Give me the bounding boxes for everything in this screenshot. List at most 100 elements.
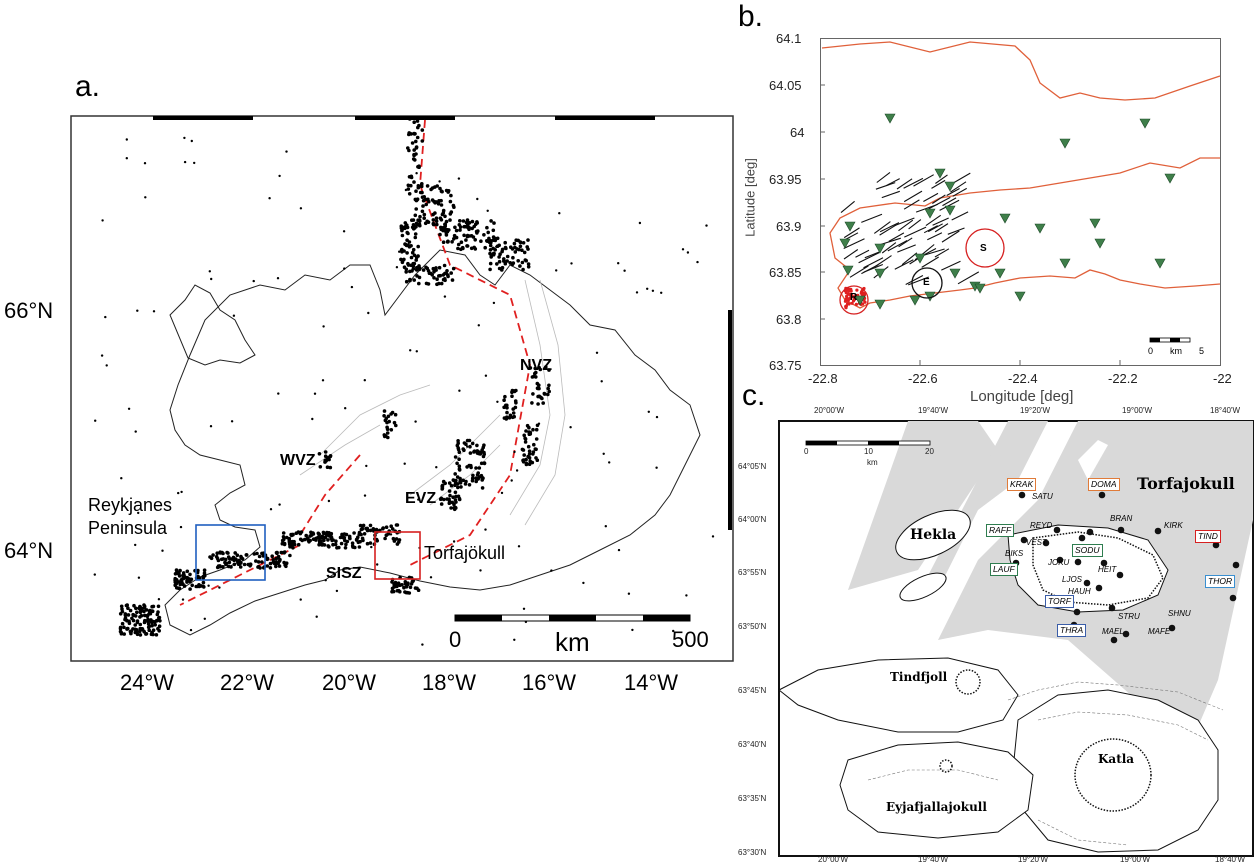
seismic-event <box>327 499 331 503</box>
seismic-event <box>193 161 196 165</box>
seismic-event <box>120 621 125 626</box>
seismic-event <box>174 568 179 572</box>
seismic-event <box>438 216 443 220</box>
station-heit: HEIT <box>1098 565 1117 574</box>
seismic-event <box>526 247 530 251</box>
seismic-event <box>422 216 427 220</box>
seismic-event <box>415 172 418 175</box>
seismic-event <box>328 533 333 538</box>
seismic-event <box>413 232 418 236</box>
station-triangle <box>974 283 986 294</box>
seismic-event <box>483 245 488 250</box>
torfajokull-box <box>374 531 421 580</box>
seismic-event <box>651 289 655 292</box>
seismic-event <box>150 609 154 613</box>
seismic-event <box>350 285 354 289</box>
seismic-event <box>142 613 147 618</box>
seismic-event <box>455 482 460 486</box>
lat-label-64: 64°N <box>4 538 54 563</box>
fault-segment <box>840 200 855 214</box>
station-dot <box>1086 528 1094 536</box>
scalebar-a-unit: km <box>555 627 590 657</box>
seismic-event <box>391 589 396 594</box>
seismic-event <box>424 202 429 207</box>
seismic-event <box>521 460 526 464</box>
seismic-event <box>498 252 502 256</box>
seismic-event <box>422 212 427 217</box>
seismic-event <box>403 242 407 246</box>
station-joku: JOKU <box>1048 558 1070 567</box>
seismic-event <box>150 623 154 628</box>
seismic-event <box>188 587 192 591</box>
seismic-event <box>438 232 442 237</box>
seismic-event <box>513 405 518 410</box>
seismic-event <box>495 236 500 241</box>
fault-segment <box>874 255 892 267</box>
seismic-event <box>412 120 417 124</box>
seismic-event <box>322 538 326 543</box>
seismic-event <box>270 554 274 558</box>
seismic-event <box>470 476 475 481</box>
seismic-event <box>518 240 523 245</box>
seismic-event <box>524 429 528 433</box>
seismic-event <box>180 490 183 494</box>
seismic-event <box>311 531 315 535</box>
seismic-event <box>281 531 286 535</box>
seismic-event <box>518 264 522 268</box>
seismic-event <box>469 246 474 251</box>
seismic-event <box>534 456 538 460</box>
seismic-event <box>255 551 259 556</box>
seismic-event <box>278 503 281 506</box>
station-triangle <box>1059 138 1071 149</box>
seismic-event <box>512 241 517 246</box>
seismic-event <box>156 604 161 609</box>
seismic-event <box>268 197 271 200</box>
torfajokull-station-map <box>820 38 1221 366</box>
seismic-event <box>138 633 143 637</box>
seismic-event <box>290 539 295 544</box>
b-axis-ticks <box>820 84 1121 365</box>
seismic-event <box>202 584 205 587</box>
fault-segment <box>957 271 980 285</box>
seismic-event <box>550 569 553 572</box>
seismic-event <box>522 250 527 255</box>
seismic-event <box>331 542 335 547</box>
seismic-event <box>127 619 131 624</box>
seismic-event <box>465 244 470 248</box>
seismic-event <box>409 582 414 586</box>
seismic-event <box>333 542 338 547</box>
seismic-event <box>183 160 187 164</box>
seismic-event <box>431 266 436 271</box>
fault-segment <box>952 187 967 197</box>
seismic-event <box>432 276 436 280</box>
seismic-event <box>190 583 194 588</box>
seismic-event <box>181 571 186 575</box>
seismic-event <box>323 459 328 463</box>
seismic-event <box>437 199 441 203</box>
seismic-event <box>257 554 262 559</box>
seismic-event <box>325 465 330 470</box>
seismic-event <box>413 586 418 590</box>
seismic-event <box>133 630 138 635</box>
seismic-event <box>531 452 535 456</box>
seismic-event <box>409 263 414 268</box>
seismic-event <box>238 565 243 569</box>
fault-segment <box>880 237 901 246</box>
seismic-event <box>105 364 108 367</box>
seismic-event <box>125 603 129 607</box>
seismic-event <box>445 497 449 501</box>
seismic-event <box>439 502 444 506</box>
seismic-event <box>157 598 161 601</box>
seismic-event <box>420 128 425 132</box>
seismic-event <box>408 585 413 590</box>
fault-segment <box>843 227 860 239</box>
seismic-event <box>635 291 639 294</box>
seismic-event <box>123 613 128 618</box>
seismic-event <box>368 541 373 545</box>
station-dots <box>1012 491 1240 644</box>
seismic-event <box>451 495 455 500</box>
seismic-event <box>638 221 642 225</box>
station-dot <box>1108 604 1116 612</box>
seismic-event <box>696 260 699 264</box>
seismic-event <box>409 255 414 260</box>
